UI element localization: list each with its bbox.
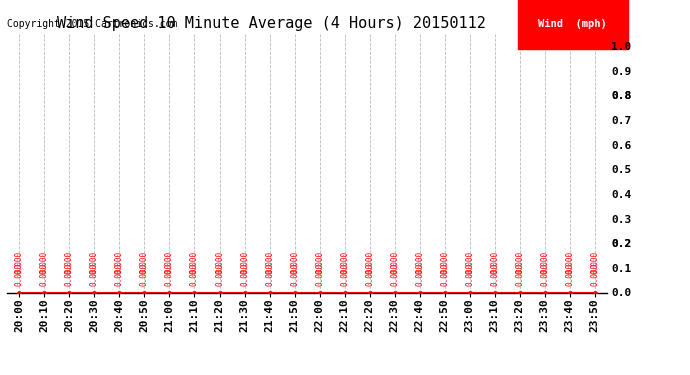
Text: 0.000: 0.000 — [490, 263, 499, 286]
Text: 0.000: 0.000 — [40, 251, 49, 274]
Text: 0.000: 0.000 — [540, 263, 549, 286]
Text: 0.000: 0.000 — [390, 251, 399, 274]
Text: 0.000: 0.000 — [365, 263, 374, 286]
Text: 0.000: 0.000 — [165, 263, 174, 286]
Text: 0.000: 0.000 — [265, 251, 274, 274]
Text: 0.000: 0.000 — [340, 251, 349, 274]
Text: 0.000: 0.000 — [465, 251, 474, 274]
Text: 0.000: 0.000 — [490, 251, 499, 274]
Text: 0.000: 0.000 — [140, 263, 149, 286]
Text: 0.000: 0.000 — [240, 263, 249, 286]
Text: 0.000: 0.000 — [65, 251, 74, 274]
Text: 0.000: 0.000 — [90, 251, 99, 274]
Text: 0.000: 0.000 — [440, 251, 449, 274]
Text: 0.000: 0.000 — [290, 263, 299, 286]
Text: 0.000: 0.000 — [365, 251, 374, 274]
Text: 0.000: 0.000 — [115, 263, 124, 286]
Text: 0.000: 0.000 — [565, 263, 574, 286]
Text: 0.000: 0.000 — [115, 251, 124, 274]
Text: 0.000: 0.000 — [415, 251, 424, 274]
Text: 0.000: 0.000 — [40, 263, 49, 286]
Text: Copyright 2015 Cartronics.com: Copyright 2015 Cartronics.com — [7, 19, 177, 28]
Text: 0.000: 0.000 — [465, 263, 474, 286]
Text: 0.000: 0.000 — [190, 251, 199, 274]
Text: 0.000: 0.000 — [565, 251, 574, 274]
Text: 0.000: 0.000 — [515, 251, 524, 274]
Text: 0.000: 0.000 — [265, 263, 274, 286]
Text: 0.000: 0.000 — [290, 251, 299, 274]
Title: Wind Speed 10 Minute Average (4 Hours) 20150112: Wind Speed 10 Minute Average (4 Hours) 2… — [57, 16, 486, 31]
Text: 0.000: 0.000 — [215, 263, 224, 286]
Text: 0.000: 0.000 — [140, 251, 149, 274]
Text: 0.000: 0.000 — [90, 263, 99, 286]
Text: 0.000: 0.000 — [515, 263, 524, 286]
Text: 0.000: 0.000 — [65, 263, 74, 286]
Text: 0.000: 0.000 — [15, 263, 24, 286]
Text: 0.000: 0.000 — [590, 263, 599, 286]
Text: 0.000: 0.000 — [190, 263, 199, 286]
Text: Wind  (mph): Wind (mph) — [538, 18, 607, 28]
Text: 0.000: 0.000 — [440, 263, 449, 286]
Text: 0.000: 0.000 — [340, 263, 349, 286]
Text: 0.000: 0.000 — [415, 263, 424, 286]
Text: 0.000: 0.000 — [590, 251, 599, 274]
Text: 0.000: 0.000 — [240, 251, 249, 274]
Text: 0.000: 0.000 — [390, 263, 399, 286]
Text: 0.000: 0.000 — [15, 251, 24, 274]
Text: 0.000: 0.000 — [215, 251, 224, 274]
Text: 0.000: 0.000 — [540, 251, 549, 274]
Text: 0.000: 0.000 — [315, 263, 324, 286]
Text: 0.000: 0.000 — [315, 251, 324, 274]
Text: 0.000: 0.000 — [165, 251, 174, 274]
